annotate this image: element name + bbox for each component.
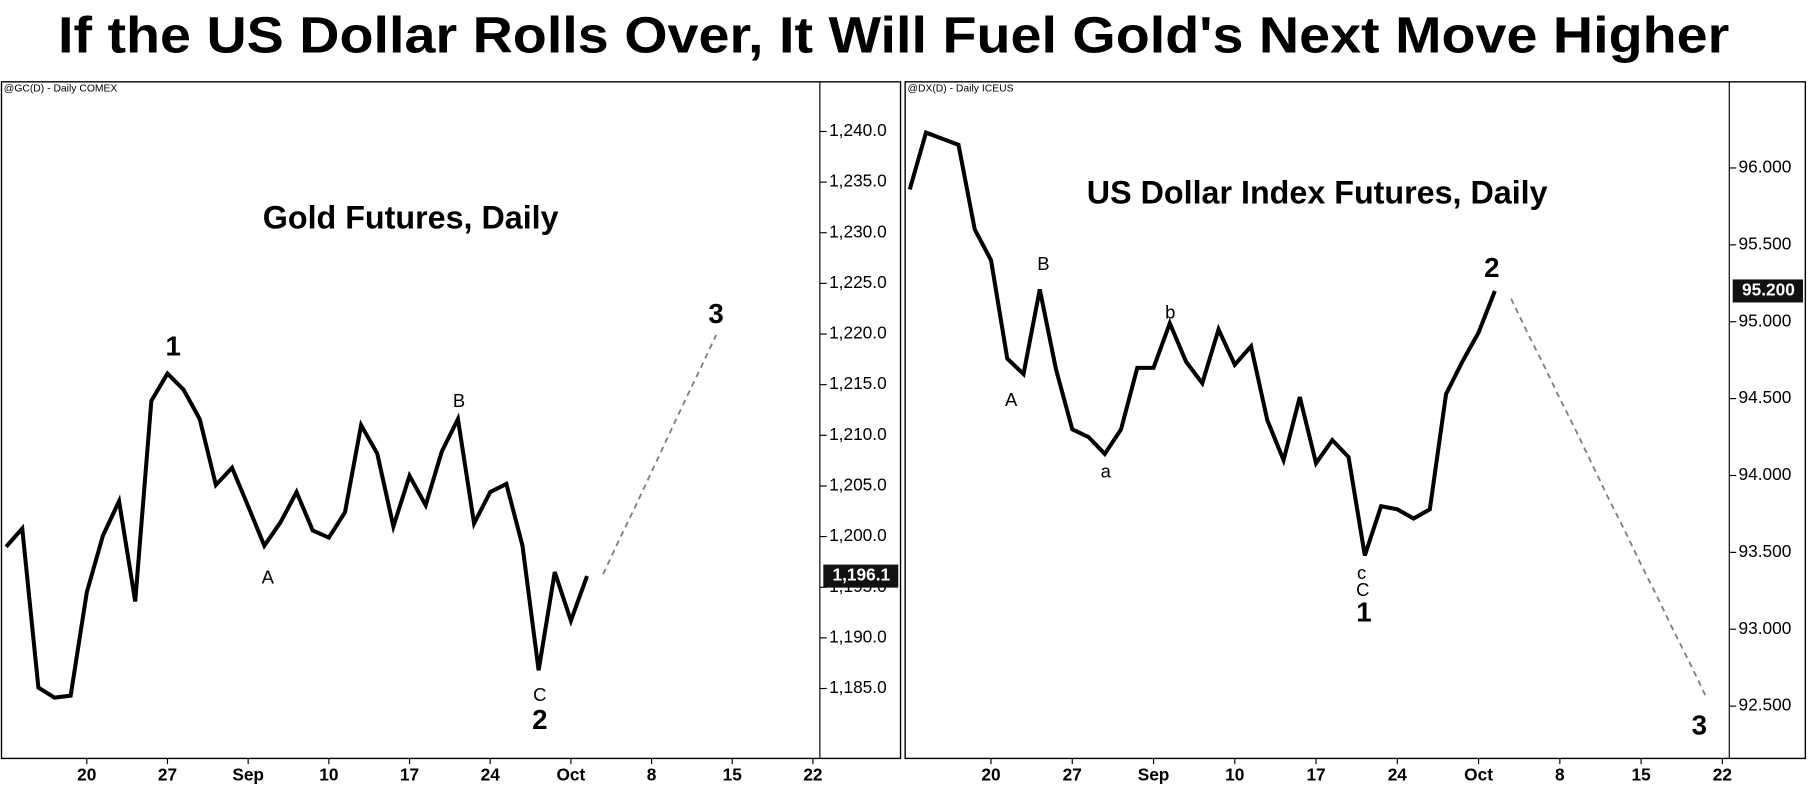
wave-label: b <box>1165 301 1175 322</box>
y-tick-label: 1,235.0 <box>829 171 887 191</box>
last-price-label: 95.200 <box>1742 280 1795 300</box>
wave-label: B <box>453 390 465 411</box>
last-price-label: 1,196.1 <box>833 565 891 585</box>
wave-label: C <box>533 684 546 705</box>
panel-frame <box>0 81 902 760</box>
last-price-badge <box>1732 279 1804 303</box>
y-tick-label: 95.000 <box>1738 310 1791 330</box>
y-tick-label: 1,205.0 <box>829 475 887 495</box>
wave-label: c <box>1357 562 1366 583</box>
y-tick-label: 1,200.0 <box>829 525 887 545</box>
x-tick-label: Oct <box>556 764 585 784</box>
x-tick-label: 20 <box>77 764 96 784</box>
page-title: If the US Dollar Rolls Over, It Will Fue… <box>58 7 1729 64</box>
y-tick-label: 94.000 <box>1738 464 1791 484</box>
x-tick-label: 8 <box>1555 764 1565 784</box>
price-line <box>907 129 1497 557</box>
wave-label: a <box>1101 460 1112 481</box>
x-tick-label: 24 <box>481 764 501 784</box>
x-tick-label: 10 <box>319 764 338 784</box>
x-tick-label: 17 <box>400 764 419 784</box>
x-tick-label: 27 <box>1063 764 1082 784</box>
y-tick-label: 92.500 <box>1738 695 1791 715</box>
panel-title: US Dollar Index Futures, Daily <box>1087 174 1548 210</box>
x-tick-label: Sep <box>232 764 264 784</box>
y-tick-label: 1,230.0 <box>829 221 887 241</box>
panel-header: @DX(D) - Daily ICEUS <box>907 83 1013 94</box>
y-tick-label: 1,210.0 <box>829 424 887 444</box>
wave-label: C <box>1356 579 1369 600</box>
y-tick-label: 1,225.0 <box>829 272 887 292</box>
projection-line <box>1510 298 1707 698</box>
y-tick-label: 94.500 <box>1738 387 1791 407</box>
panel-header: @GC(D) - Daily COMEX <box>4 83 118 94</box>
x-tick-label: 22 <box>1713 764 1732 784</box>
y-tick-label: 93.000 <box>1738 618 1791 638</box>
y-tick-label: 95.500 <box>1738 233 1791 253</box>
x-tick-label: 10 <box>1225 764 1244 784</box>
wave-label: 3 <box>708 298 723 329</box>
x-tick-label: 24 <box>1388 764 1408 784</box>
y-tick-label: 1,215.0 <box>829 373 887 393</box>
wave-label: 2 <box>532 704 547 735</box>
wave-label: B <box>1037 253 1049 274</box>
y-tick-label: 96.000 <box>1738 157 1791 177</box>
x-tick-label: Oct <box>1464 764 1493 784</box>
x-tick-label: 15 <box>1631 764 1651 784</box>
y-tick-label: 1,190.0 <box>829 626 887 646</box>
panel-frame <box>904 81 1807 760</box>
wave-label: 2 <box>1484 252 1499 283</box>
wave-label: 1 <box>1356 597 1371 628</box>
wave-label: 3 <box>1692 710 1707 741</box>
panel-title: Gold Futures, Daily <box>263 200 559 236</box>
x-tick-label: 17 <box>1306 764 1325 784</box>
x-tick-label: Sep <box>1138 764 1170 784</box>
x-tick-label: 27 <box>158 764 177 784</box>
x-tick-label: 8 <box>647 764 657 784</box>
x-tick-label: 22 <box>803 764 822 784</box>
last-price-badge <box>823 564 899 588</box>
x-tick-label: 15 <box>723 764 743 784</box>
wave-label: 1 <box>166 330 181 361</box>
wave-label: A <box>1005 389 1018 410</box>
wave-label: A <box>262 566 275 587</box>
y-tick-label: 1,220.0 <box>829 323 887 343</box>
y-tick-label: 93.500 <box>1738 541 1791 561</box>
x-tick-label: 20 <box>981 764 1000 784</box>
price-line <box>4 370 589 700</box>
projection-line <box>602 334 717 575</box>
y-tick-label: 1,240.0 <box>829 120 887 140</box>
y-tick-label: 1,185.0 <box>829 677 887 697</box>
